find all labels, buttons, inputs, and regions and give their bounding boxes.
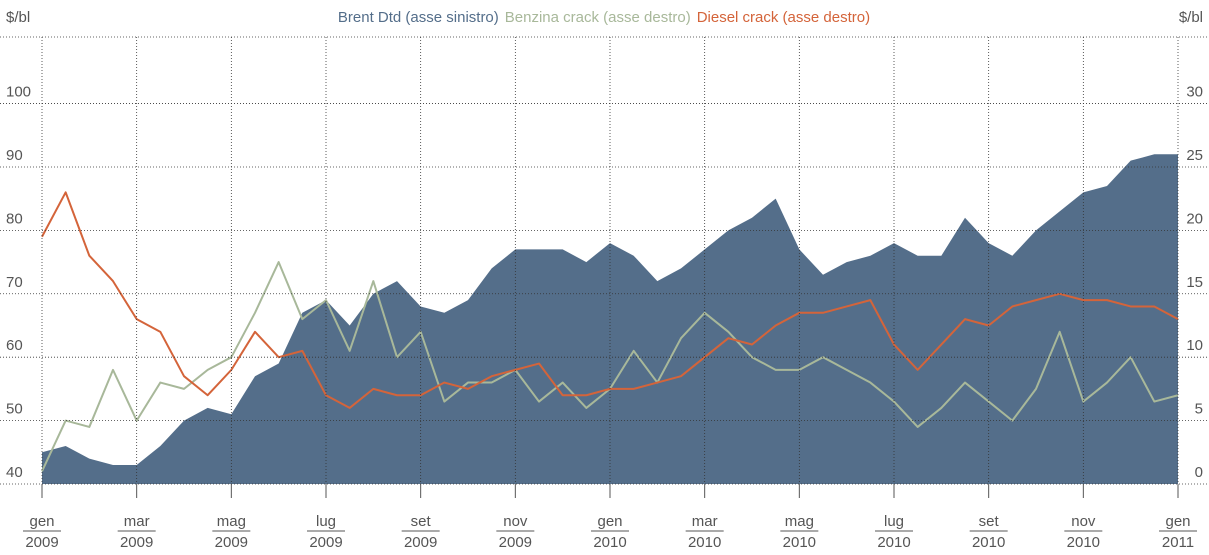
y2-tick-label: 30 <box>1186 84 1203 101</box>
x-tick-year: 2009 <box>215 534 248 550</box>
y-tick-label: 80 <box>6 210 23 227</box>
legend-entry: Diesel crack (asse destro) <box>697 9 870 26</box>
y2-tick-label: 5 <box>1195 401 1203 418</box>
legend-entry: Benzina crack (asse destro) <box>505 9 691 26</box>
x-tick-label: lug <box>316 513 336 530</box>
x-tick-year: 2009 <box>120 534 153 550</box>
y-tick-label: 40 <box>6 464 23 481</box>
legend: Brent Dtd (asse sinistro) Benzina crack (… <box>338 9 870 26</box>
y2-tick-label: 15 <box>1186 274 1203 291</box>
x-tick-year: 2010 <box>688 534 721 550</box>
x-tick-year: 2011 <box>1162 534 1194 550</box>
x-tick-label: nov <box>1071 513 1096 530</box>
y2-tick-label: 25 <box>1186 147 1203 164</box>
y-tick-label: 60 <box>6 337 23 354</box>
legend-entry: Brent Dtd (asse sinistro) <box>338 9 499 26</box>
x-tick-year: 2009 <box>404 534 437 550</box>
x-tick-year: 2010 <box>877 534 910 550</box>
x-tick-label: mag <box>785 513 814 530</box>
y-tick-label: 50 <box>6 401 23 418</box>
x-tick-year: 2009 <box>25 534 58 550</box>
y2-tick-label: 10 <box>1186 337 1203 354</box>
grid <box>0 36 1209 485</box>
x-tick-year: 2010 <box>972 534 1005 550</box>
x-tick-label: set <box>411 513 432 530</box>
x-tick-year: 2010 <box>783 534 816 550</box>
x-tick-label: gen <box>597 513 622 530</box>
x-tick-label: gen <box>29 513 54 530</box>
x-tick-year: 2010 <box>593 534 626 550</box>
y2-tick-label: 0 <box>1195 464 1203 481</box>
x-tick-label: set <box>979 513 1000 530</box>
x-tick-year: 2010 <box>1067 534 1100 550</box>
x-tick-label: gen <box>1165 513 1190 530</box>
y-tick-label: 70 <box>6 274 23 291</box>
x-tick-label: mar <box>124 513 150 530</box>
x-tick-year: 2009 <box>499 534 532 550</box>
x-tick-label: nov <box>503 513 528 530</box>
y2-tick-label: 20 <box>1186 210 1203 227</box>
y-axis-label: $/bl <box>6 9 30 26</box>
y-tick-label: 90 <box>6 147 23 164</box>
x-tick-year: 2009 <box>309 534 342 550</box>
x-tick-label: mar <box>692 513 718 530</box>
y2-axis-label: $/bl <box>1179 9 1203 26</box>
y-tick-label: 100 <box>6 84 31 101</box>
x-tick-label: lug <box>884 513 904 530</box>
x-tick-label: mag <box>217 513 246 530</box>
